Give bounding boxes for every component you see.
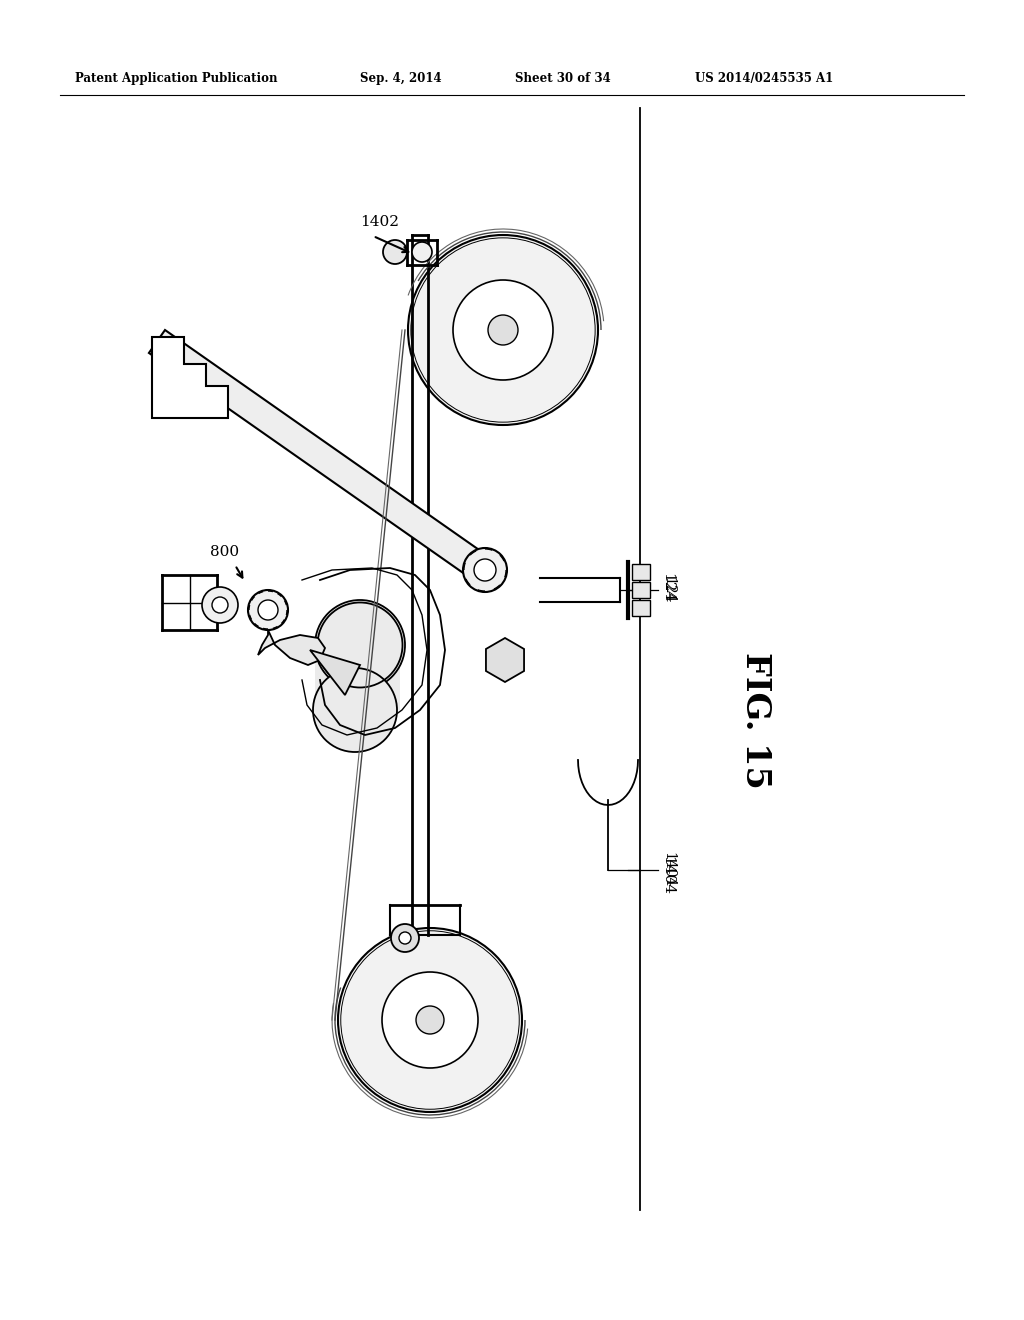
Circle shape bbox=[315, 601, 406, 690]
Polygon shape bbox=[486, 638, 524, 682]
Text: Sheet 30 of 34: Sheet 30 of 34 bbox=[515, 73, 610, 84]
Bar bbox=[632, 564, 650, 579]
Circle shape bbox=[391, 924, 419, 952]
Text: Sep. 4, 2014: Sep. 4, 2014 bbox=[360, 73, 441, 84]
Circle shape bbox=[383, 240, 407, 264]
Circle shape bbox=[338, 928, 522, 1111]
Circle shape bbox=[382, 972, 478, 1068]
Text: 124: 124 bbox=[660, 573, 674, 603]
Polygon shape bbox=[152, 337, 228, 418]
Polygon shape bbox=[148, 330, 493, 582]
Text: 1404: 1404 bbox=[660, 855, 674, 895]
Circle shape bbox=[202, 587, 238, 623]
Circle shape bbox=[474, 558, 496, 581]
Text: 800: 800 bbox=[210, 545, 240, 558]
Bar bbox=[632, 582, 650, 598]
Text: Patent Application Publication: Patent Application Publication bbox=[75, 73, 278, 84]
Circle shape bbox=[258, 601, 278, 620]
Text: 1402: 1402 bbox=[360, 215, 399, 228]
Polygon shape bbox=[315, 645, 400, 710]
Circle shape bbox=[313, 668, 397, 752]
Circle shape bbox=[212, 597, 228, 612]
Circle shape bbox=[399, 932, 411, 944]
Circle shape bbox=[408, 235, 598, 425]
Circle shape bbox=[453, 280, 553, 380]
Text: 1404: 1404 bbox=[662, 853, 675, 887]
Polygon shape bbox=[310, 649, 360, 696]
Circle shape bbox=[416, 1006, 444, 1034]
Text: US 2014/0245535 A1: US 2014/0245535 A1 bbox=[695, 73, 834, 84]
Text: FIG. 15: FIG. 15 bbox=[738, 652, 771, 788]
Circle shape bbox=[412, 242, 432, 261]
Circle shape bbox=[488, 315, 518, 345]
Polygon shape bbox=[258, 630, 325, 665]
Circle shape bbox=[248, 590, 288, 630]
Bar bbox=[632, 601, 650, 616]
Circle shape bbox=[463, 548, 507, 591]
Text: 124: 124 bbox=[662, 577, 675, 603]
